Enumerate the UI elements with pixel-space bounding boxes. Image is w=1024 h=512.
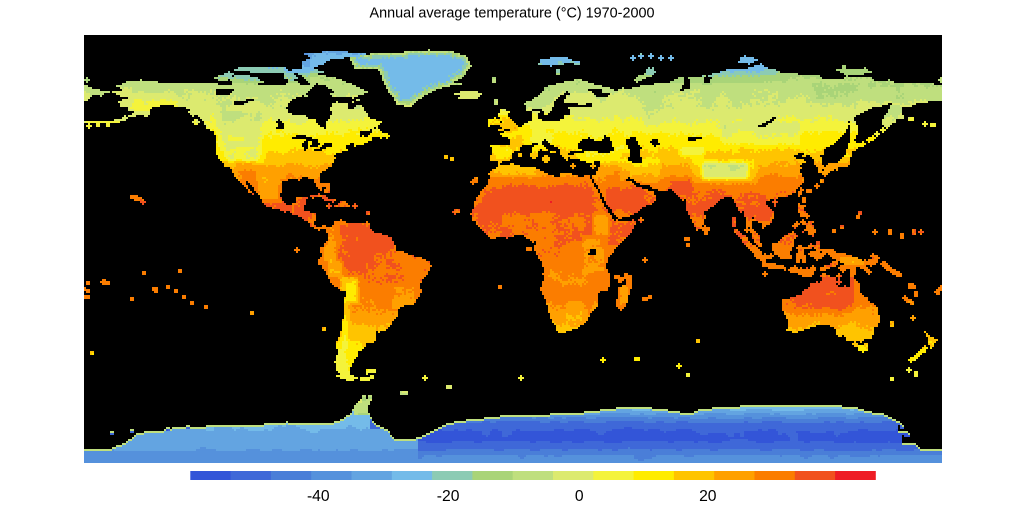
- svg-text:-40: -40: [307, 488, 330, 505]
- svg-text:Annual average temperature (°C: Annual average temperature (°C) 1970-200…: [370, 6, 655, 22]
- svg-text:-20: -20: [437, 488, 460, 505]
- svg-text:20: 20: [699, 488, 717, 505]
- svg-text:0: 0: [575, 488, 584, 505]
